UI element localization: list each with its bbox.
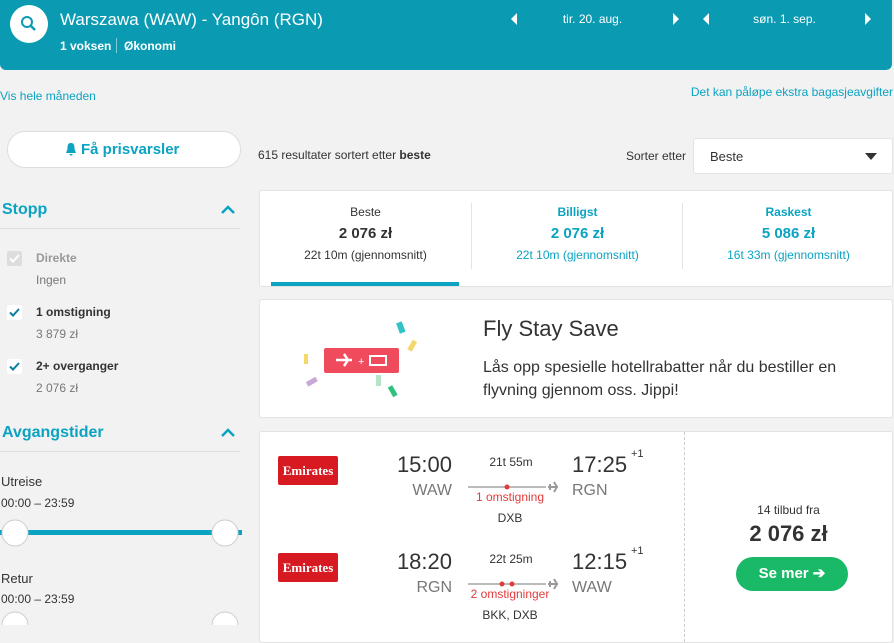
checkbox[interactable] <box>7 359 22 374</box>
month-link[interactable]: Vis hele måneden <box>0 89 96 103</box>
see-more-button[interactable]: Se mer ➔ <box>736 557 848 591</box>
outbound-slider[interactable] <box>0 516 242 550</box>
promo-banner[interactable]: + Fly Stay Save Lås opp spesielle hotell… <box>259 299 893 418</box>
divider <box>0 451 240 452</box>
departure-airport: RGN <box>416 579 452 596</box>
prev-date[interactable] <box>700 12 712 26</box>
tab-duration: 22t 10m (gjennomsnitt) <box>516 248 639 262</box>
route[interactable]: Warszawa (WAW) - Yangôn (RGN) <box>60 10 323 29</box>
sort-tabs: Beste 2 076 zł 22t 10m (gjennomsnitt) Bi… <box>259 190 893 287</box>
airline-logo: Emirates <box>278 553 338 582</box>
bell-icon <box>66 143 76 156</box>
day-offset: +1 <box>631 448 644 460</box>
flight-card[interactable]: Emirates 15:00 WAW 21t 55m 1 omstigning DXB 17… <box>259 431 893 643</box>
tab-duration: 22t 10m (gjennomsnitt) <box>304 248 427 262</box>
sort-select[interactable]: Beste <box>693 138 893 174</box>
svg-text:+: + <box>358 356 364 368</box>
route-line <box>468 480 559 493</box>
checkbox[interactable] <box>7 305 22 320</box>
divider <box>0 228 240 229</box>
tab-duration: 16t 33m (gjennomsnitt) <box>727 248 850 262</box>
day-offset: +1 <box>631 545 644 557</box>
tab-label: Billigst <box>557 205 598 219</box>
collapse-icon[interactable] <box>220 428 236 438</box>
tab-price: 2 076 zł <box>550 225 605 242</box>
tab-price: 2 076 zł <box>338 225 393 242</box>
return-label: Retur <box>1 571 33 586</box>
passengers[interactable]: 1 voksen <box>60 39 112 53</box>
outbound-range: 00:00 – 23:59 <box>1 496 75 510</box>
promo-title: Fly Stay Save <box>483 316 619 341</box>
tab-label: Beste <box>350 205 381 219</box>
search-header: Warszawa (WAW) - Yangôn (RGN) 1 voksen Ø… <box>0 0 892 70</box>
divider <box>116 38 117 53</box>
price-alert-label: Få prisvarsler <box>81 141 180 158</box>
prev-date[interactable] <box>508 12 520 26</box>
stop-option[interactable]: 2+ overganger <box>36 359 119 373</box>
stop-price: 3 879 zł <box>36 327 79 341</box>
offers-text: 14 tilbud fra <box>757 503 820 517</box>
price: 2 076 zł <box>749 521 828 546</box>
stop-option[interactable]: 1 omstigning <box>36 305 111 319</box>
tab[interactable]: Billigst 2 076 zł 22t 10m (gjennomsnitt) <box>471 203 683 269</box>
stop-price: 2 076 zł <box>36 381 79 395</box>
stop-option[interactable]: Direkte <box>36 251 77 265</box>
tab[interactable]: Raskest 5 086 zł 16t 33m (gjennomsnitt) <box>682 203 894 269</box>
price-alert-button[interactable]: Få prisvarsler <box>7 131 241 168</box>
departure-time: 18:20 <box>396 549 452 574</box>
route-line <box>468 577 559 590</box>
airline-logo: Emirates <box>278 456 338 485</box>
search-icon <box>21 16 36 31</box>
dropdown-icon <box>865 153 877 160</box>
return-date[interactable]: søn. 1. sep. <box>753 12 816 26</box>
arrival-airport: RGN <box>572 482 608 499</box>
return-range: 00:00 – 23:59 <box>1 592 75 606</box>
return-slider[interactable] <box>0 608 242 625</box>
promo-illustration: + <box>304 321 418 398</box>
via: BKK, DXB <box>482 608 538 622</box>
stops-title[interactable]: Stopp <box>2 201 48 218</box>
outbound-label: Utreise <box>1 474 43 489</box>
via: DXB <box>497 511 523 525</box>
duration: 22t 25m <box>489 552 533 566</box>
see-more-label: Se mer <box>758 565 809 582</box>
arrival-airport: WAW <box>572 579 612 596</box>
stops: 1 omstigning <box>475 490 545 504</box>
arrival-time: 12:15 <box>572 549 628 574</box>
baggage-link[interactable]: Det kan påløpe ekstra bagasjeavgifter <box>690 85 893 99</box>
times-title[interactable]: Avgangstider <box>2 424 104 441</box>
tab[interactable]: Beste 2 076 zł 22t 10m (gjennomsnitt) <box>260 191 471 262</box>
sort-label: Sorter etter <box>626 149 687 163</box>
departure-time: 15:00 <box>396 452 452 477</box>
next-date[interactable] <box>670 12 682 26</box>
stop-price: Ingen <box>36 273 67 287</box>
depart-date[interactable]: tir. 20. aug. <box>562 12 623 26</box>
stops: 2 omstigninger <box>470 587 550 601</box>
tab-price: 5 086 zł <box>761 225 816 242</box>
collapse-icon[interactable] <box>220 205 236 215</box>
duration: 21t 55m <box>489 455 533 469</box>
result-count-text: 615 resultater sortert etter <box>258 148 397 162</box>
sort-key: beste <box>399 148 431 162</box>
sort-value: Beste <box>710 149 744 164</box>
search-button[interactable] <box>10 5 48 43</box>
flight-leg: Emirates 18:20 RGN 22t 25m 2 omstigninger BKK… <box>260 545 680 639</box>
divider <box>684 432 685 642</box>
next-date[interactable] <box>862 12 874 26</box>
departure-airport: WAW <box>412 482 452 499</box>
arrival-time: 17:25 <box>572 452 628 477</box>
tab-label: Raskest <box>765 205 812 219</box>
cabin[interactable]: Økonomi <box>124 39 177 53</box>
active-tab-underline <box>271 282 459 286</box>
result-count: 615 resultater sortert etter beste <box>258 148 431 162</box>
checkbox[interactable] <box>7 251 22 266</box>
flight-leg: Emirates 15:00 WAW 21t 55m 1 omstigning DXB 17… <box>260 448 680 542</box>
promo-text: Lås opp spesielle hotellrabatter når du … <box>483 359 837 399</box>
